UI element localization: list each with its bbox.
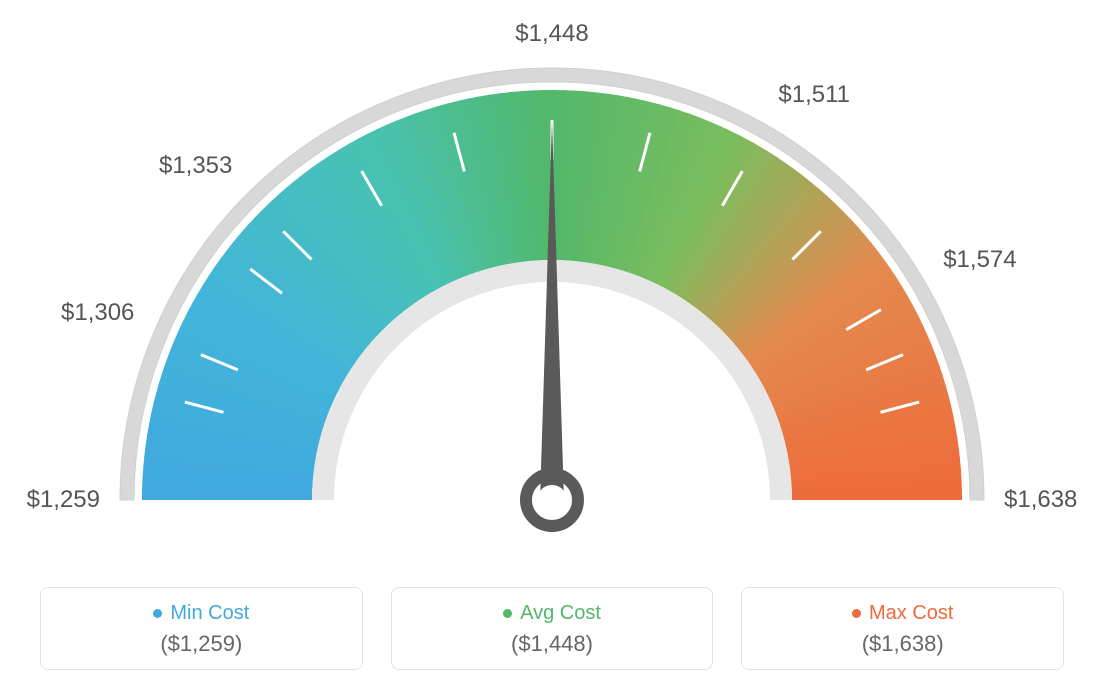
gauge-svg [72, 40, 1032, 560]
card-label: Avg Cost [520, 602, 601, 624]
gauge: $1,259$1,306$1,353$1,448$1,511$1,574$1,6… [72, 40, 1032, 560]
card-value: ($1,638) [742, 631, 1063, 657]
summary-card: Max Cost ($1,638) [741, 587, 1064, 670]
gauge-tick-label: $1,638 [1004, 486, 1077, 514]
card-value: ($1,448) [392, 631, 713, 657]
summary-cards: Min Cost ($1,259) Avg Cost ($1,448) Max Cost… [40, 587, 1064, 670]
card-dot-icon [503, 609, 512, 618]
gauge-tick-label: $1,574 [943, 246, 1016, 274]
gauge-tick-label: $1,306 [61, 299, 134, 327]
gauge-tick-label: $1,448 [515, 20, 588, 48]
summary-card: Min Cost ($1,259) [40, 587, 363, 670]
card-title: Avg Cost [392, 602, 713, 625]
card-label: Max Cost [869, 602, 953, 624]
gauge-cost-chart: $1,259 $1,306 $1,353 $1,448 $1,511 $1,574 $1,6… [0, 0, 1104, 690]
gauge-hub-inner [537, 485, 567, 515]
card-label: Min Cost [170, 602, 249, 624]
card-title: Max Cost [742, 602, 1063, 625]
gauge-tick-label: $1,259 [27, 486, 100, 514]
summary-card: Avg Cost ($1,448) [391, 587, 714, 670]
card-dot-icon [153, 609, 162, 618]
card-title: Min Cost [41, 602, 362, 625]
card-value: ($1,259) [41, 631, 362, 657]
gauge-tick-label: $1,353 [159, 152, 232, 180]
card-dot-icon [852, 609, 861, 618]
gauge-tick-label: $1,511 [778, 81, 850, 109]
